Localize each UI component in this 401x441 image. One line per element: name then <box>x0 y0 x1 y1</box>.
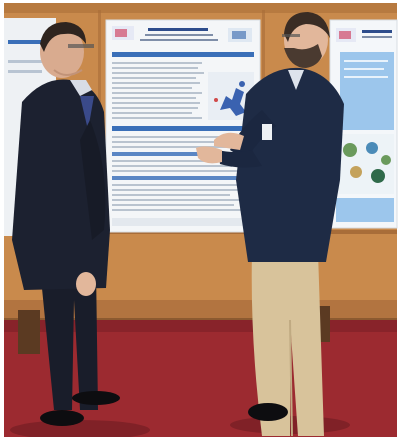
poster-center-panel <box>105 19 261 233</box>
man-in-navy-jacket <box>196 12 344 437</box>
man-in-dark-suit <box>12 22 120 426</box>
display-stand-left <box>18 310 40 354</box>
poster-right-panel <box>329 19 398 229</box>
photo-border-bottom <box>0 437 401 441</box>
